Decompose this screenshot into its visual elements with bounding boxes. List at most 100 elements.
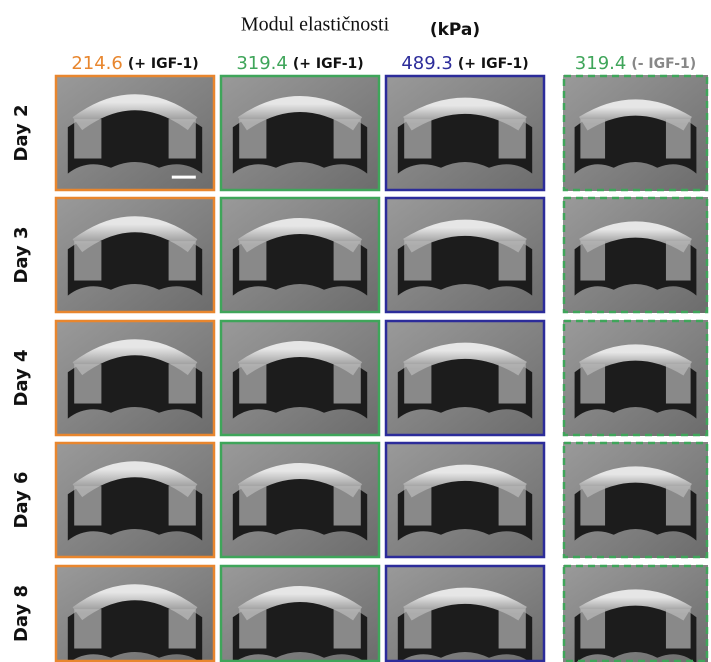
image-border <box>54 441 216 559</box>
sample-arch <box>403 464 527 498</box>
sample-image <box>384 74 546 192</box>
sample-block <box>168 609 196 649</box>
sample-arch <box>403 219 527 253</box>
image-border <box>562 196 709 314</box>
sample-image <box>54 564 216 662</box>
sample-image <box>562 196 709 314</box>
sample-block <box>74 119 102 159</box>
sample-arch <box>237 463 363 498</box>
sample-image <box>54 196 216 314</box>
sample-block <box>580 609 606 649</box>
sample-arch <box>579 344 692 376</box>
sample-block <box>580 241 606 281</box>
image-border <box>384 196 546 314</box>
sample-block <box>404 486 432 526</box>
modulus-value: 319.4 <box>575 53 627 74</box>
image-border <box>54 319 216 437</box>
sample-block <box>665 241 691 281</box>
sample-block <box>168 486 196 526</box>
sample-block <box>168 119 196 159</box>
sample-block <box>580 119 606 159</box>
sample-block <box>404 364 432 404</box>
image-border <box>219 441 381 559</box>
sample-block <box>333 119 361 159</box>
row-label: Day 2 <box>11 104 32 161</box>
image-border <box>384 441 546 559</box>
sample-block <box>404 609 432 649</box>
sample-block <box>74 486 102 526</box>
sample-image <box>219 441 381 559</box>
sample-block <box>665 364 691 404</box>
image-border <box>54 196 216 314</box>
sample-block <box>665 609 691 649</box>
row-label: Day 4 <box>11 349 32 406</box>
modulus-value: 319.4 <box>236 53 288 74</box>
image-border <box>384 319 546 437</box>
sample-image <box>54 74 216 192</box>
sample-arch <box>237 218 363 253</box>
sample-block <box>333 609 361 649</box>
sample-image <box>384 319 546 437</box>
image-border <box>219 196 381 314</box>
sample-block <box>498 609 526 649</box>
image-border <box>562 319 709 437</box>
sample-arch <box>579 221 692 253</box>
sample-block <box>498 241 526 281</box>
sample-block <box>333 241 361 281</box>
image-border <box>219 564 381 662</box>
sample-block <box>239 119 267 159</box>
sample-image <box>384 441 546 559</box>
image-border <box>219 74 381 192</box>
sample-image <box>562 74 709 192</box>
sample-arch <box>237 586 363 621</box>
row-label: Day 8 <box>11 585 32 642</box>
sample-block <box>168 241 196 281</box>
column-header: 489.3 (+ IGF-1) <box>401 53 528 74</box>
image-border <box>54 74 216 192</box>
sample-block <box>74 241 102 281</box>
sample-block <box>168 364 196 404</box>
condition-label: (- IGF-1) <box>631 56 696 72</box>
image-border <box>562 441 709 559</box>
figure-unit: (kPa) <box>430 20 480 40</box>
image-border <box>562 74 709 192</box>
sample-arch <box>403 342 527 376</box>
sample-block <box>333 486 361 526</box>
modulus-value: 489.3 <box>401 53 453 74</box>
sample-block <box>333 364 361 404</box>
sample-block <box>498 364 526 404</box>
sample-block <box>404 241 432 281</box>
sample-arch <box>579 99 692 131</box>
image-grid <box>54 74 709 662</box>
sample-arch <box>72 339 198 376</box>
sample-block <box>404 119 432 159</box>
image-border <box>54 564 216 662</box>
sample-image <box>219 564 381 662</box>
sample-block <box>74 609 102 649</box>
sample-block <box>580 486 606 526</box>
sample-block <box>239 364 267 404</box>
row-label: Day 6 <box>11 471 32 528</box>
image-border <box>384 564 546 662</box>
sample-block <box>498 119 526 159</box>
sample-image <box>219 196 381 314</box>
sample-block <box>580 364 606 404</box>
column-header: 214.6 (+ IGF-1) <box>71 53 198 74</box>
sample-image <box>384 564 546 662</box>
sample-block <box>498 486 526 526</box>
sample-block <box>665 119 691 159</box>
sample-block <box>239 486 267 526</box>
sample-arch <box>72 94 198 131</box>
image-border <box>219 319 381 437</box>
sample-arch <box>237 96 363 131</box>
sample-block <box>239 609 267 649</box>
image-border <box>384 74 546 192</box>
sample-image <box>562 319 709 437</box>
modulus-value: 214.6 <box>71 53 123 74</box>
sample-block <box>665 486 691 526</box>
sample-image <box>54 441 216 559</box>
sample-arch <box>579 589 692 621</box>
sample-block <box>74 364 102 404</box>
